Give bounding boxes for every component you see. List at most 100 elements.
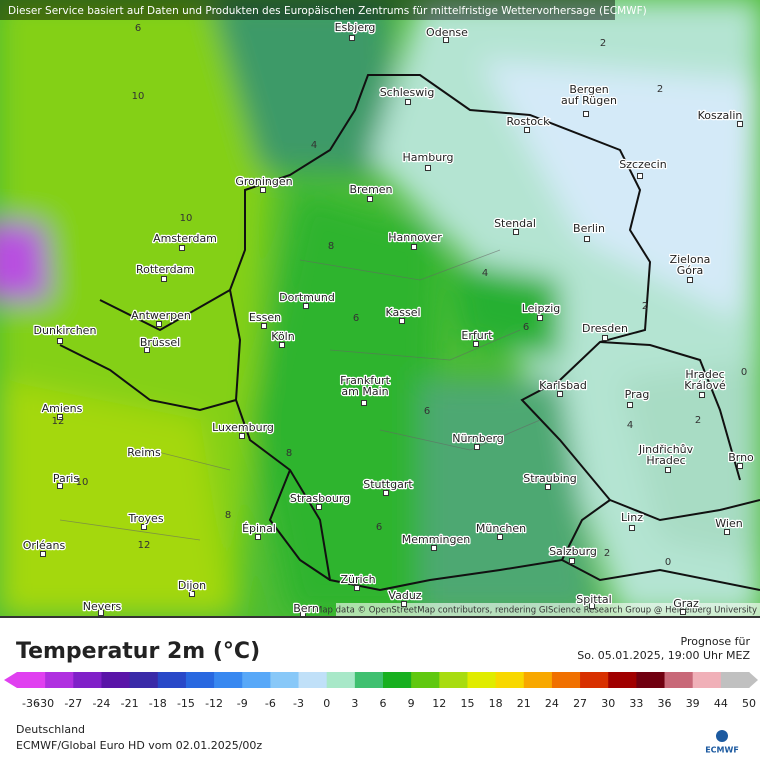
colorbar-segment bbox=[214, 672, 243, 688]
colorbar-tick-label: 3 bbox=[351, 697, 358, 710]
city-marker bbox=[687, 277, 693, 283]
colorbar-segment bbox=[354, 672, 384, 688]
city-label: Stuttgart bbox=[363, 478, 413, 491]
city-label: Paris bbox=[53, 472, 79, 485]
city-label: Bremen bbox=[349, 183, 392, 196]
colorbar-segment bbox=[270, 672, 300, 688]
city-marker bbox=[367, 196, 373, 202]
city-label: Dijon bbox=[178, 579, 206, 592]
city-label: Králové bbox=[684, 379, 726, 392]
isotherm-label: 10 bbox=[76, 477, 89, 488]
notice: Dieser Service basiert auf Daten und Pro… bbox=[8, 5, 647, 17]
colorbar-segment bbox=[129, 672, 159, 688]
logo-icon bbox=[716, 730, 728, 742]
city-label: Zürich bbox=[340, 573, 375, 586]
colorbar-tick-label: 44 bbox=[714, 697, 728, 710]
colorbar-tick-label: -15 bbox=[177, 697, 195, 710]
isotherm-label: 2 bbox=[642, 301, 648, 312]
forecast-time: So. 05.01.2025, 19:00 Uhr MEZ bbox=[577, 649, 750, 662]
colorbar-segment bbox=[720, 672, 750, 688]
city-marker bbox=[443, 37, 449, 43]
colorbar-segment bbox=[185, 672, 215, 688]
city-marker bbox=[156, 321, 162, 327]
colorbar-segment bbox=[692, 672, 722, 688]
colorbar-tick-label: 39 bbox=[686, 697, 700, 710]
colorbar-segment bbox=[383, 672, 412, 688]
city-label: Straubing bbox=[523, 472, 577, 485]
city-marker bbox=[260, 187, 266, 193]
isotherm-label: 10 bbox=[180, 213, 193, 224]
city-label: Hannover bbox=[388, 231, 442, 244]
isotherm-label: 8 bbox=[225, 510, 231, 521]
city-marker bbox=[405, 99, 411, 105]
city-marker bbox=[513, 229, 519, 235]
colorbar-segment bbox=[157, 672, 187, 688]
city-label: Salzburg bbox=[549, 545, 597, 558]
city-label: Essen bbox=[249, 311, 281, 324]
city-marker bbox=[637, 173, 643, 179]
colorbar-segment bbox=[608, 672, 637, 688]
city-label: Amsterdam bbox=[153, 232, 217, 245]
city-marker bbox=[316, 504, 322, 510]
isotherm-label: 2 bbox=[600, 38, 606, 49]
colorbar-tick-label: 36 bbox=[658, 697, 672, 710]
city-marker bbox=[300, 611, 306, 617]
colorbar-arrow bbox=[4, 672, 17, 688]
city-marker bbox=[497, 534, 503, 540]
city-marker bbox=[349, 35, 355, 41]
city-marker bbox=[57, 338, 63, 344]
city-label: Schleswig bbox=[380, 86, 435, 99]
city-marker bbox=[399, 318, 405, 324]
city-label: Strasbourg bbox=[290, 492, 350, 505]
city-label: Amiens bbox=[42, 402, 83, 415]
colorbar-tick-label: -30 bbox=[36, 697, 54, 710]
isotherm-label: 2 bbox=[604, 548, 610, 559]
city-label: Bern bbox=[293, 602, 319, 615]
colorbar-segment bbox=[45, 672, 74, 688]
city-label: auf Rügen bbox=[561, 94, 617, 107]
colorbar-tick-label: 27 bbox=[573, 697, 587, 710]
city-label: Nevers bbox=[83, 600, 122, 613]
city-marker bbox=[179, 245, 185, 251]
city-label: Vaduz bbox=[388, 589, 421, 602]
city-label: Reims bbox=[127, 446, 161, 459]
city-label: Frankfurt bbox=[340, 374, 390, 387]
colorbar-tick-label: 50 bbox=[742, 697, 756, 710]
colorbar-tick-label: 24 bbox=[545, 697, 559, 710]
city-label: Stendal bbox=[494, 217, 536, 230]
city-marker bbox=[383, 490, 389, 496]
city-label: Góra bbox=[677, 264, 704, 277]
city-label: Orléans bbox=[23, 539, 66, 552]
isotherm-label: 4 bbox=[311, 140, 317, 151]
city-marker bbox=[589, 603, 595, 609]
isotherm-label: 12 bbox=[52, 416, 65, 427]
city-marker bbox=[680, 609, 686, 615]
city-label: Prag bbox=[625, 388, 650, 401]
isotherm-label: 6 bbox=[523, 322, 529, 333]
colorbar-tick-label: -6 bbox=[265, 697, 276, 710]
colorbar-segment bbox=[495, 672, 525, 688]
city-label: Dresden bbox=[582, 322, 628, 335]
map bbox=[0, 0, 760, 616]
colorbar-segment bbox=[73, 672, 102, 688]
colorbar-tick-label: 12 bbox=[432, 697, 446, 710]
colorbar-tick-label: -18 bbox=[149, 697, 167, 710]
colorbar-tick-label: 21 bbox=[517, 697, 531, 710]
colorbar-segment bbox=[298, 672, 328, 688]
colorbar-segment bbox=[242, 672, 271, 688]
city-marker bbox=[473, 341, 479, 347]
city-label: Luxemburg bbox=[212, 421, 274, 434]
city-marker bbox=[629, 525, 635, 531]
city-marker bbox=[474, 444, 480, 450]
city-marker bbox=[261, 323, 267, 329]
city-label: Berlin bbox=[573, 222, 605, 235]
city-label: Szczecin bbox=[619, 158, 666, 171]
city-marker bbox=[128, 449, 134, 455]
isotherm-label: 0 bbox=[665, 557, 671, 568]
city-marker bbox=[724, 529, 730, 535]
city-marker bbox=[627, 402, 633, 408]
city-label: Köln bbox=[271, 330, 294, 343]
model-run: ECMWF/Global Euro HD vom 02.01.2025/00z bbox=[16, 739, 262, 752]
city-marker bbox=[161, 276, 167, 282]
colorbar-tick-label: 30 bbox=[601, 697, 615, 710]
